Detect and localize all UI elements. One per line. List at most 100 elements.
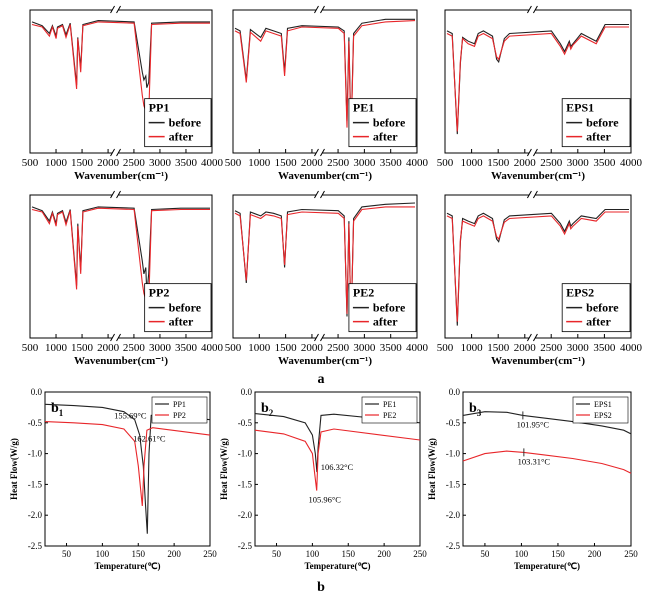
axis-break-mask-top bbox=[112, 6, 119, 14]
axis-break-top bbox=[110, 190, 121, 199]
x-tick-label: 1000 bbox=[461, 342, 484, 354]
plot-frame bbox=[29, 9, 213, 154]
legend-label: PE2 bbox=[383, 411, 396, 420]
x-tick-label: 250 bbox=[413, 549, 427, 559]
ftir-panel-eps1: 500 1000 1500 2000 2500 3000 3500 4000 Wavenumbe… bbox=[437, 5, 643, 182]
legend-box bbox=[572, 396, 629, 424]
axis-break-mask-top bbox=[529, 191, 536, 199]
x-tick-label: 3500 bbox=[175, 157, 198, 169]
x-tick-label: 3500 bbox=[175, 342, 198, 354]
plot-frame bbox=[232, 9, 418, 154]
x-tick-label: 500 bbox=[22, 157, 39, 169]
x-tick-label: 2500 bbox=[327, 342, 350, 354]
x-axis-label: Wavenumber(cm⁻¹) bbox=[491, 355, 585, 367]
x-tick-label: 3000 bbox=[149, 157, 172, 169]
x-tick-label: 4000 bbox=[406, 342, 429, 354]
x-tick-label: 1500 bbox=[275, 342, 298, 354]
panel-tag-subscript: 1 bbox=[59, 408, 64, 418]
y-tick-label: -1.0 bbox=[446, 449, 461, 459]
y-tick-label: -2.5 bbox=[238, 541, 253, 551]
ftir-panel-pe1: 500 1000 1500 2000 2500 3000 3500 4000 Wavenumbe… bbox=[225, 5, 429, 182]
legend-label: before bbox=[169, 116, 202, 130]
x-tick-label: 4000 bbox=[201, 157, 224, 169]
x-tick-label: 3000 bbox=[353, 157, 376, 169]
legend-box bbox=[144, 283, 212, 333]
axis-break-mask-top bbox=[529, 6, 536, 14]
x-tick-label: 2000 bbox=[301, 157, 324, 169]
plot-frame bbox=[444, 194, 632, 339]
series-line-after bbox=[234, 206, 415, 325]
legend-label: before bbox=[586, 116, 619, 130]
y-tick-label: -2.0 bbox=[28, 510, 43, 520]
series-line-before bbox=[31, 206, 210, 294]
x-tick-label: 500 bbox=[225, 342, 242, 354]
legend-title: PP1 bbox=[149, 101, 170, 115]
panel-b-label: b bbox=[317, 580, 325, 595]
panel-tag-letter: b bbox=[51, 401, 59, 416]
x-axis-label: Temperature(℃) bbox=[94, 561, 160, 571]
x-tick-label: 1500 bbox=[71, 342, 94, 354]
x-tick-label: 50 bbox=[272, 549, 282, 559]
ftir-panel-eps2: 500 1000 1500 2000 2500 3000 3500 4000 Wavenumbe… bbox=[437, 190, 643, 367]
legend-label: after bbox=[373, 130, 398, 144]
x-tick-label: 1500 bbox=[275, 157, 298, 169]
y-tick-label: -2.5 bbox=[28, 541, 43, 551]
annotation-label: 162.61°C bbox=[133, 434, 166, 444]
legend-label: PP1 bbox=[173, 400, 186, 409]
x-tick-label: 3500 bbox=[593, 157, 616, 169]
panel-tag-subscript: 2 bbox=[269, 408, 274, 418]
panel-tag-letter: b bbox=[261, 401, 269, 416]
x-tick-label: 500 bbox=[22, 342, 39, 354]
x-tick-label: 250 bbox=[203, 549, 217, 559]
x-tick-label: 3500 bbox=[380, 342, 403, 354]
plot-frame bbox=[44, 391, 211, 547]
axis-break-bottom bbox=[526, 333, 538, 342]
legend-title: PP2 bbox=[149, 286, 170, 300]
x-tick-label: 4000 bbox=[406, 157, 429, 169]
x-tick-label: 4000 bbox=[620, 342, 643, 354]
x-tick-label: 2500 bbox=[540, 157, 563, 169]
y-axis-label: Heat Flow(W/g) bbox=[427, 438, 437, 500]
legend-box bbox=[361, 396, 418, 424]
axis-break-top bbox=[314, 190, 325, 199]
dsc-panel-b3: 50 100 150 200 250 0.0 -0.5 -1.0 -1.5 -2.0 -2.5 Tem… bbox=[427, 387, 638, 571]
x-tick-label: 2000 bbox=[97, 157, 120, 169]
x-tick-label: 3500 bbox=[380, 157, 403, 169]
axis-break-mask-top bbox=[316, 191, 323, 199]
x-tick-label: 2000 bbox=[514, 157, 537, 169]
x-tick-label: 1000 bbox=[45, 342, 68, 354]
y-tick-label: -1.5 bbox=[446, 479, 461, 489]
legend-title: EPS2 bbox=[566, 286, 594, 300]
legend-box bbox=[561, 283, 631, 333]
annotation-label: 155.69°C bbox=[114, 410, 147, 420]
x-tick-label: 2500 bbox=[123, 342, 146, 354]
plot-frame bbox=[462, 391, 632, 547]
annotation-label: 106.32°C bbox=[321, 462, 354, 472]
series-line-after bbox=[446, 26, 629, 132]
x-tick-label: 3000 bbox=[567, 342, 590, 354]
x-tick-label: 1000 bbox=[45, 157, 68, 169]
series-line-PP1 bbox=[44, 403, 211, 534]
y-tick-label: -2.0 bbox=[446, 510, 461, 520]
x-tick-label: 3500 bbox=[593, 342, 616, 354]
ftir-panel-pp1: 500 1000 1500 2000 2500 3000 3500 4000 Wavenumbe… bbox=[22, 5, 224, 182]
legend-title: PE2 bbox=[353, 286, 374, 300]
legend-label: EPS2 bbox=[594, 411, 612, 420]
legend-title: EPS1 bbox=[566, 101, 594, 115]
axis-break-top bbox=[110, 5, 121, 14]
x-tick-label: 2500 bbox=[327, 157, 350, 169]
y-tick-label: -2.5 bbox=[446, 541, 461, 551]
plot-frame bbox=[232, 194, 418, 339]
legend-label: PE1 bbox=[383, 400, 396, 409]
y-tick-label: -1.0 bbox=[238, 449, 253, 459]
x-tick-label: 500 bbox=[437, 157, 454, 169]
legend-label: after bbox=[586, 315, 611, 329]
annotation-label: 103.31°C bbox=[518, 456, 551, 466]
plot-frame bbox=[254, 391, 421, 547]
x-axis-label: Wavenumber(cm⁻¹) bbox=[278, 170, 372, 182]
x-axis-label: Temperature(℃) bbox=[304, 561, 370, 571]
x-tick-label: 50 bbox=[62, 549, 72, 559]
axis-break-mask-top bbox=[112, 191, 119, 199]
legend-label: before bbox=[586, 301, 619, 315]
x-tick-label: 2000 bbox=[514, 342, 537, 354]
